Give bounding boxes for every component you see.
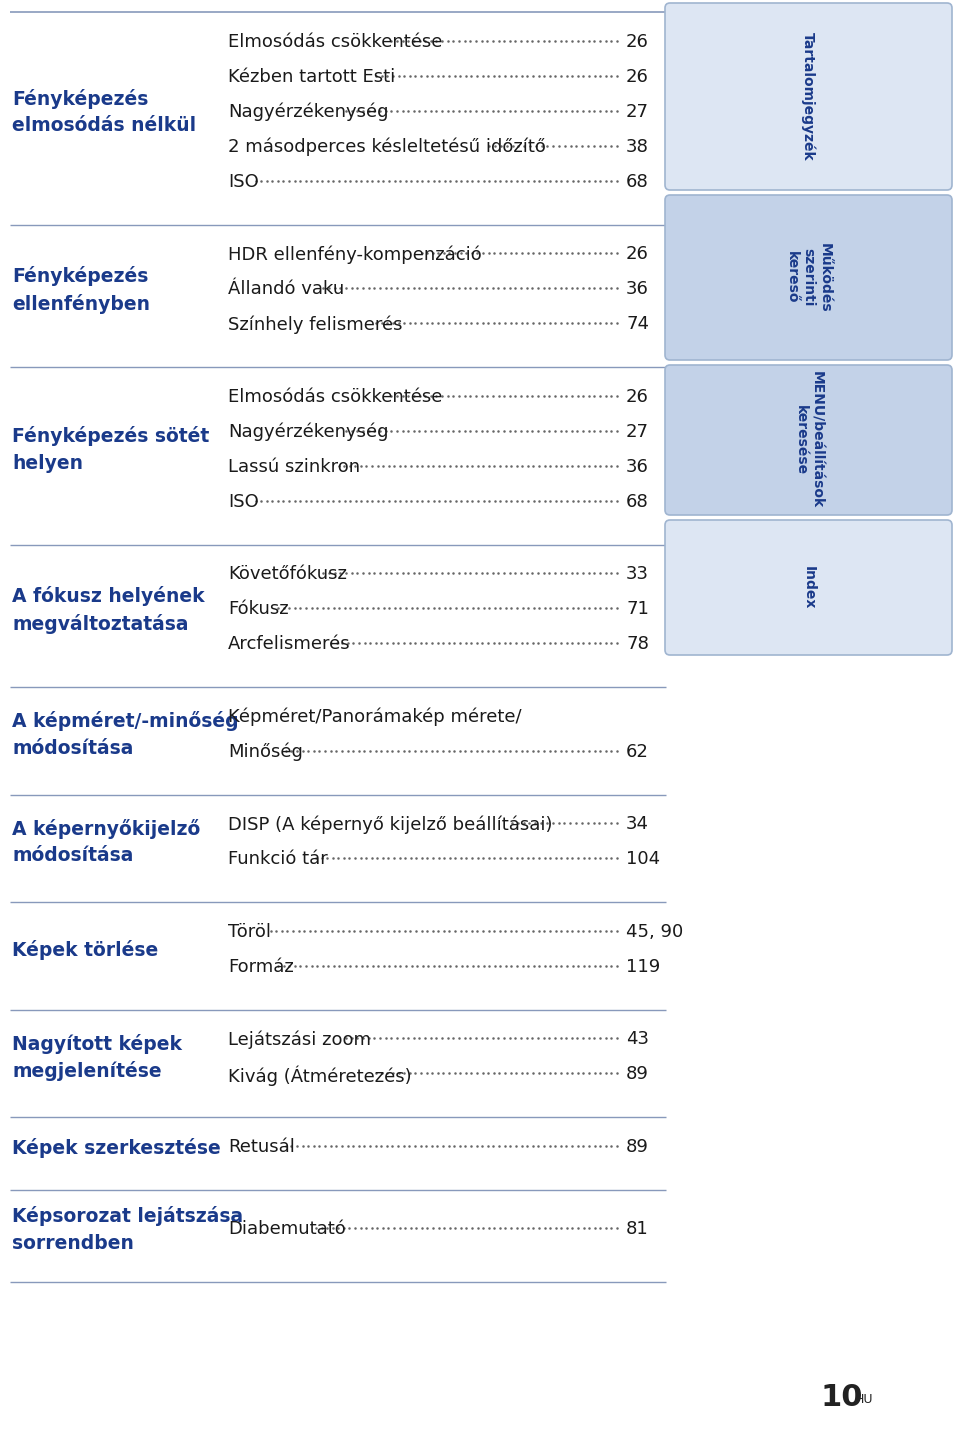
Text: 119: 119 <box>626 958 660 975</box>
Text: 38: 38 <box>626 137 649 156</box>
Text: 26: 26 <box>626 67 649 86</box>
Text: 36: 36 <box>626 281 649 298</box>
Text: HDR ellenfény-kompenzáció: HDR ellenfény-kompenzáció <box>228 245 482 263</box>
Text: megváltoztatása: megváltoztatása <box>12 614 188 634</box>
Text: Képek szerkesztése: Képek szerkesztése <box>12 1137 221 1157</box>
Text: Index: Index <box>802 566 815 609</box>
Text: Töröl: Töröl <box>228 922 271 941</box>
Text: elmosódás nélkül: elmosódás nélkül <box>12 116 196 135</box>
Text: 33: 33 <box>626 566 649 583</box>
Text: Működés
szerinti
kereső: Működés szerinti kereső <box>785 242 831 312</box>
Text: 43: 43 <box>626 1030 649 1048</box>
Text: ellenfényben: ellenfényben <box>12 294 150 314</box>
Text: Fényképezés: Fényképezés <box>12 266 149 286</box>
Text: 78: 78 <box>626 636 649 653</box>
Text: A képernyőkijelző: A képernyőkijelző <box>12 819 201 839</box>
Text: Lejátszási zoom: Lejátszási zoom <box>228 1030 371 1048</box>
Text: Arcfelismerés: Arcfelismerés <box>228 636 350 653</box>
Text: Retusál: Retusál <box>228 1138 295 1156</box>
Text: módosítása: módosítása <box>12 739 133 758</box>
Text: A képméret/-minőség: A képméret/-minőség <box>12 712 239 732</box>
Text: DISP (A képernyő kijelző beállításai): DISP (A képernyő kijelző beállításai) <box>228 815 553 833</box>
Text: Funkció tár: Funkció tár <box>228 851 327 868</box>
Text: Fókusz: Fókusz <box>228 600 289 619</box>
Text: HU: HU <box>855 1393 874 1406</box>
Text: Képsorozat lejátszása: Képsorozat lejátszása <box>12 1206 243 1226</box>
Text: 104: 104 <box>626 851 660 868</box>
FancyBboxPatch shape <box>665 365 952 516</box>
Text: 34: 34 <box>626 815 649 833</box>
Text: Fényképezés: Fényképezés <box>12 89 149 109</box>
Text: 26: 26 <box>626 245 649 263</box>
Text: 81: 81 <box>626 1220 649 1239</box>
Text: 68: 68 <box>626 493 649 511</box>
Text: Kivág (Átméretezés): Kivág (Átméretezés) <box>228 1065 412 1085</box>
Text: helyen: helyen <box>12 454 83 473</box>
Text: Színhely felismerés: Színhely felismerés <box>228 315 402 334</box>
Text: 45, 90: 45, 90 <box>626 922 684 941</box>
Text: 2 másodperces késleltetésű időzítő: 2 másodperces késleltetésű időzítő <box>228 137 546 156</box>
Text: 26: 26 <box>626 33 649 50</box>
Text: Formáz: Formáz <box>228 958 294 975</box>
Text: Állandó vaku: Állandó vaku <box>228 281 345 298</box>
Text: 27: 27 <box>626 422 649 441</box>
Text: ISO: ISO <box>228 173 259 190</box>
Text: Nagyérzékenység: Nagyérzékenység <box>228 103 389 122</box>
FancyBboxPatch shape <box>665 195 952 359</box>
Text: Elmosódás csökkentése: Elmosódás csökkentése <box>228 388 443 405</box>
Text: 36: 36 <box>626 458 649 475</box>
Text: ISO: ISO <box>228 493 259 511</box>
Text: Minőség: Minőség <box>228 743 302 762</box>
Text: Elmosódás csökkentése: Elmosódás csökkentése <box>228 33 443 50</box>
Text: Lassú szinkron: Lassú szinkron <box>228 458 360 475</box>
Text: Nagyérzékenység: Nagyérzékenység <box>228 422 389 441</box>
FancyBboxPatch shape <box>665 3 952 190</box>
Text: Képméret/Panorámakép mérete/: Képméret/Panorámakép mérete/ <box>228 707 521 726</box>
Text: Képek törlése: Képek törlése <box>12 939 158 959</box>
Text: Fényképezés sötét: Fényképezés sötét <box>12 427 209 447</box>
Text: módosítása: módosítása <box>12 846 133 865</box>
Text: 74: 74 <box>626 315 649 334</box>
Text: Követőfókusz: Követőfókusz <box>228 566 347 583</box>
Text: A fókusz helyének: A fókusz helyének <box>12 586 204 606</box>
Text: 68: 68 <box>626 173 649 190</box>
Text: Tartalomjegyzék: Tartalomjegyzék <box>802 32 816 160</box>
Text: 71: 71 <box>626 600 649 619</box>
Text: megjelenítése: megjelenítése <box>12 1061 161 1081</box>
Text: 89: 89 <box>626 1065 649 1083</box>
Text: 62: 62 <box>626 743 649 760</box>
Text: 89: 89 <box>626 1138 649 1156</box>
Text: 27: 27 <box>626 103 649 120</box>
Text: Diabemutató: Diabemutató <box>228 1220 346 1239</box>
Text: 26: 26 <box>626 388 649 405</box>
Text: 10: 10 <box>820 1383 862 1412</box>
FancyBboxPatch shape <box>665 520 952 654</box>
Text: Kézben tartott Esti: Kézben tartott Esti <box>228 67 396 86</box>
Text: Nagyított képek: Nagyított képek <box>12 1034 182 1054</box>
Text: MENU/beállítások
keresése: MENU/beállítások keresése <box>793 371 824 508</box>
Text: sorrendben: sorrendben <box>12 1234 133 1253</box>
